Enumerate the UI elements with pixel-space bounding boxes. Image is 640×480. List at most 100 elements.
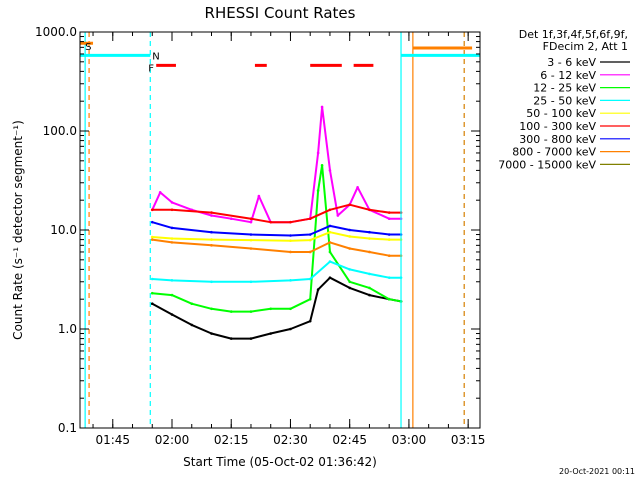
series-point-1-13: [328, 169, 332, 172]
legend: Det 1f,3f,4f,5f,6f,9f,FDecim 2, Att 1 3 -…: [498, 28, 630, 171]
y-axis-label: Count Rate (s⁻¹ detector segment⁻¹): [11, 120, 25, 340]
series-point-2-6: [269, 307, 273, 311]
series-point-2-7: [289, 307, 292, 311]
series-point-4-3: [249, 238, 253, 242]
series-point-0-0: [150, 302, 154, 306]
series-point-0-11: [348, 286, 351, 290]
series-point-3-0: [150, 277, 154, 281]
series-point-7-0: [150, 238, 154, 241]
series-point-4-4: [289, 239, 292, 242]
series-line-2: [152, 164, 402, 313]
flag-label-2: F: [148, 63, 154, 74]
flag-label-1: N: [152, 51, 159, 62]
series-point-7-1: [170, 241, 174, 244]
legend-label-1: 6 - 12 keV: [540, 69, 596, 82]
legend-label-8: 7000 - 15000 keV: [498, 158, 596, 171]
series-layer: [150, 105, 403, 340]
series-point-7-9: [387, 254, 391, 258]
series-point-7-4: [289, 250, 292, 254]
series-point-4-5: [308, 238, 312, 242]
series-point-3-1: [170, 279, 174, 282]
x-tick-label-2: 02:15: [214, 433, 249, 447]
series-point-1-4: [210, 214, 213, 217]
series-point-7-8: [368, 250, 371, 254]
legend-header-1: FDecim 2, Att 1: [543, 40, 628, 53]
series-point-4-9: [387, 238, 391, 241]
legend-label-3: 25 - 50 keV: [533, 94, 596, 107]
legend-label-2: 12 - 25 keV: [533, 82, 596, 95]
y-tick-label-1: 1.0: [58, 322, 77, 336]
series-point-6-9: [387, 233, 391, 236]
series-point-7-5: [308, 250, 312, 254]
series-point-7-3: [249, 247, 253, 250]
series-point-2-2: [190, 302, 194, 306]
series-point-3-3: [249, 280, 253, 284]
series-point-0-4: [229, 337, 233, 340]
series-point-6-6: [328, 224, 332, 228]
series-point-3-7: [348, 268, 351, 271]
series-point-2-13: [368, 286, 371, 290]
series-point-5-3: [249, 217, 253, 221]
series-point-6-2: [210, 230, 213, 234]
series-line-5: [152, 203, 401, 224]
series-point-0-5: [249, 337, 253, 340]
y-tick-label-3: 100.0: [43, 124, 77, 138]
series-point-3-2: [210, 280, 213, 284]
series-point-6-8: [368, 230, 371, 234]
flag-label-0: S: [85, 42, 91, 53]
series-point-1-18: [387, 217, 391, 221]
series-point-5-7: [328, 208, 332, 212]
series-point-6-1: [170, 226, 174, 230]
series-point-5-2: [210, 211, 213, 214]
series-point-4-8: [368, 237, 371, 240]
legend-label-5: 100 - 300 keV: [519, 120, 596, 133]
series-point-5-1: [170, 208, 174, 212]
series-point-0-3: [210, 332, 213, 335]
y-tick-label-0: 0.1: [58, 421, 77, 435]
x-tick-label-5: 03:00: [392, 433, 427, 447]
legend-label-7: 800 - 7000 keV: [512, 146, 596, 159]
series-point-4-1: [170, 237, 174, 240]
chart-title: RHESSI Count Rates: [205, 4, 356, 22]
series-point-3-4: [289, 279, 292, 282]
x-tick-label-3: 02:30: [273, 433, 308, 447]
series-point-1-1: [158, 191, 162, 194]
series-point-3-9: [387, 276, 391, 279]
x-tick-label-6: 03:15: [451, 433, 486, 447]
series-point-5-4: [269, 220, 273, 224]
series-point-7-2: [210, 244, 213, 247]
series-point-5-10: [387, 211, 391, 214]
series-point-0-2: [190, 323, 194, 327]
x-tick-label-4: 02:45: [332, 433, 367, 447]
series-point-1-5: [229, 217, 233, 221]
series-point-2-3: [210, 307, 213, 311]
series-point-1-2: [170, 201, 174, 204]
series-point-1-6: [249, 220, 253, 224]
series-point-1-7: [257, 194, 261, 198]
series-point-6-0: [150, 220, 154, 224]
series-point-0-9: [316, 288, 320, 291]
series-point-1-14: [336, 214, 340, 217]
series-point-2-10: [320, 164, 324, 167]
series-point-5-5: [289, 220, 292, 224]
legend-header-0: Det 1f,3f,4f,5f,6f,9f,: [519, 28, 628, 41]
series-point-2-8: [308, 297, 312, 301]
x-tick-label-0: 01:45: [95, 433, 130, 447]
series-point-1-16: [356, 185, 359, 189]
series-point-1-11: [316, 151, 320, 155]
series-point-5-8: [348, 203, 351, 207]
series-point-4-7: [348, 235, 351, 238]
series-point-2-14: [387, 297, 391, 301]
series-point-3-6: [328, 260, 332, 263]
series-point-0-10: [328, 276, 332, 279]
legend-label-4: 50 - 100 keV: [526, 107, 596, 120]
x-axis-label: Start Time (05-Oct-02 01:36:42): [183, 455, 377, 469]
series-point-0-1: [170, 313, 174, 316]
series-point-3-5: [308, 277, 312, 281]
x-tick-label-1: 02:00: [155, 433, 190, 447]
series-point-1-12: [320, 105, 324, 109]
axis-layer: 01:45 02:00 02:15 02:30 02:45 03:00 03:15 0.1 1.…: [35, 25, 485, 447]
series-point-5-9: [368, 208, 371, 212]
